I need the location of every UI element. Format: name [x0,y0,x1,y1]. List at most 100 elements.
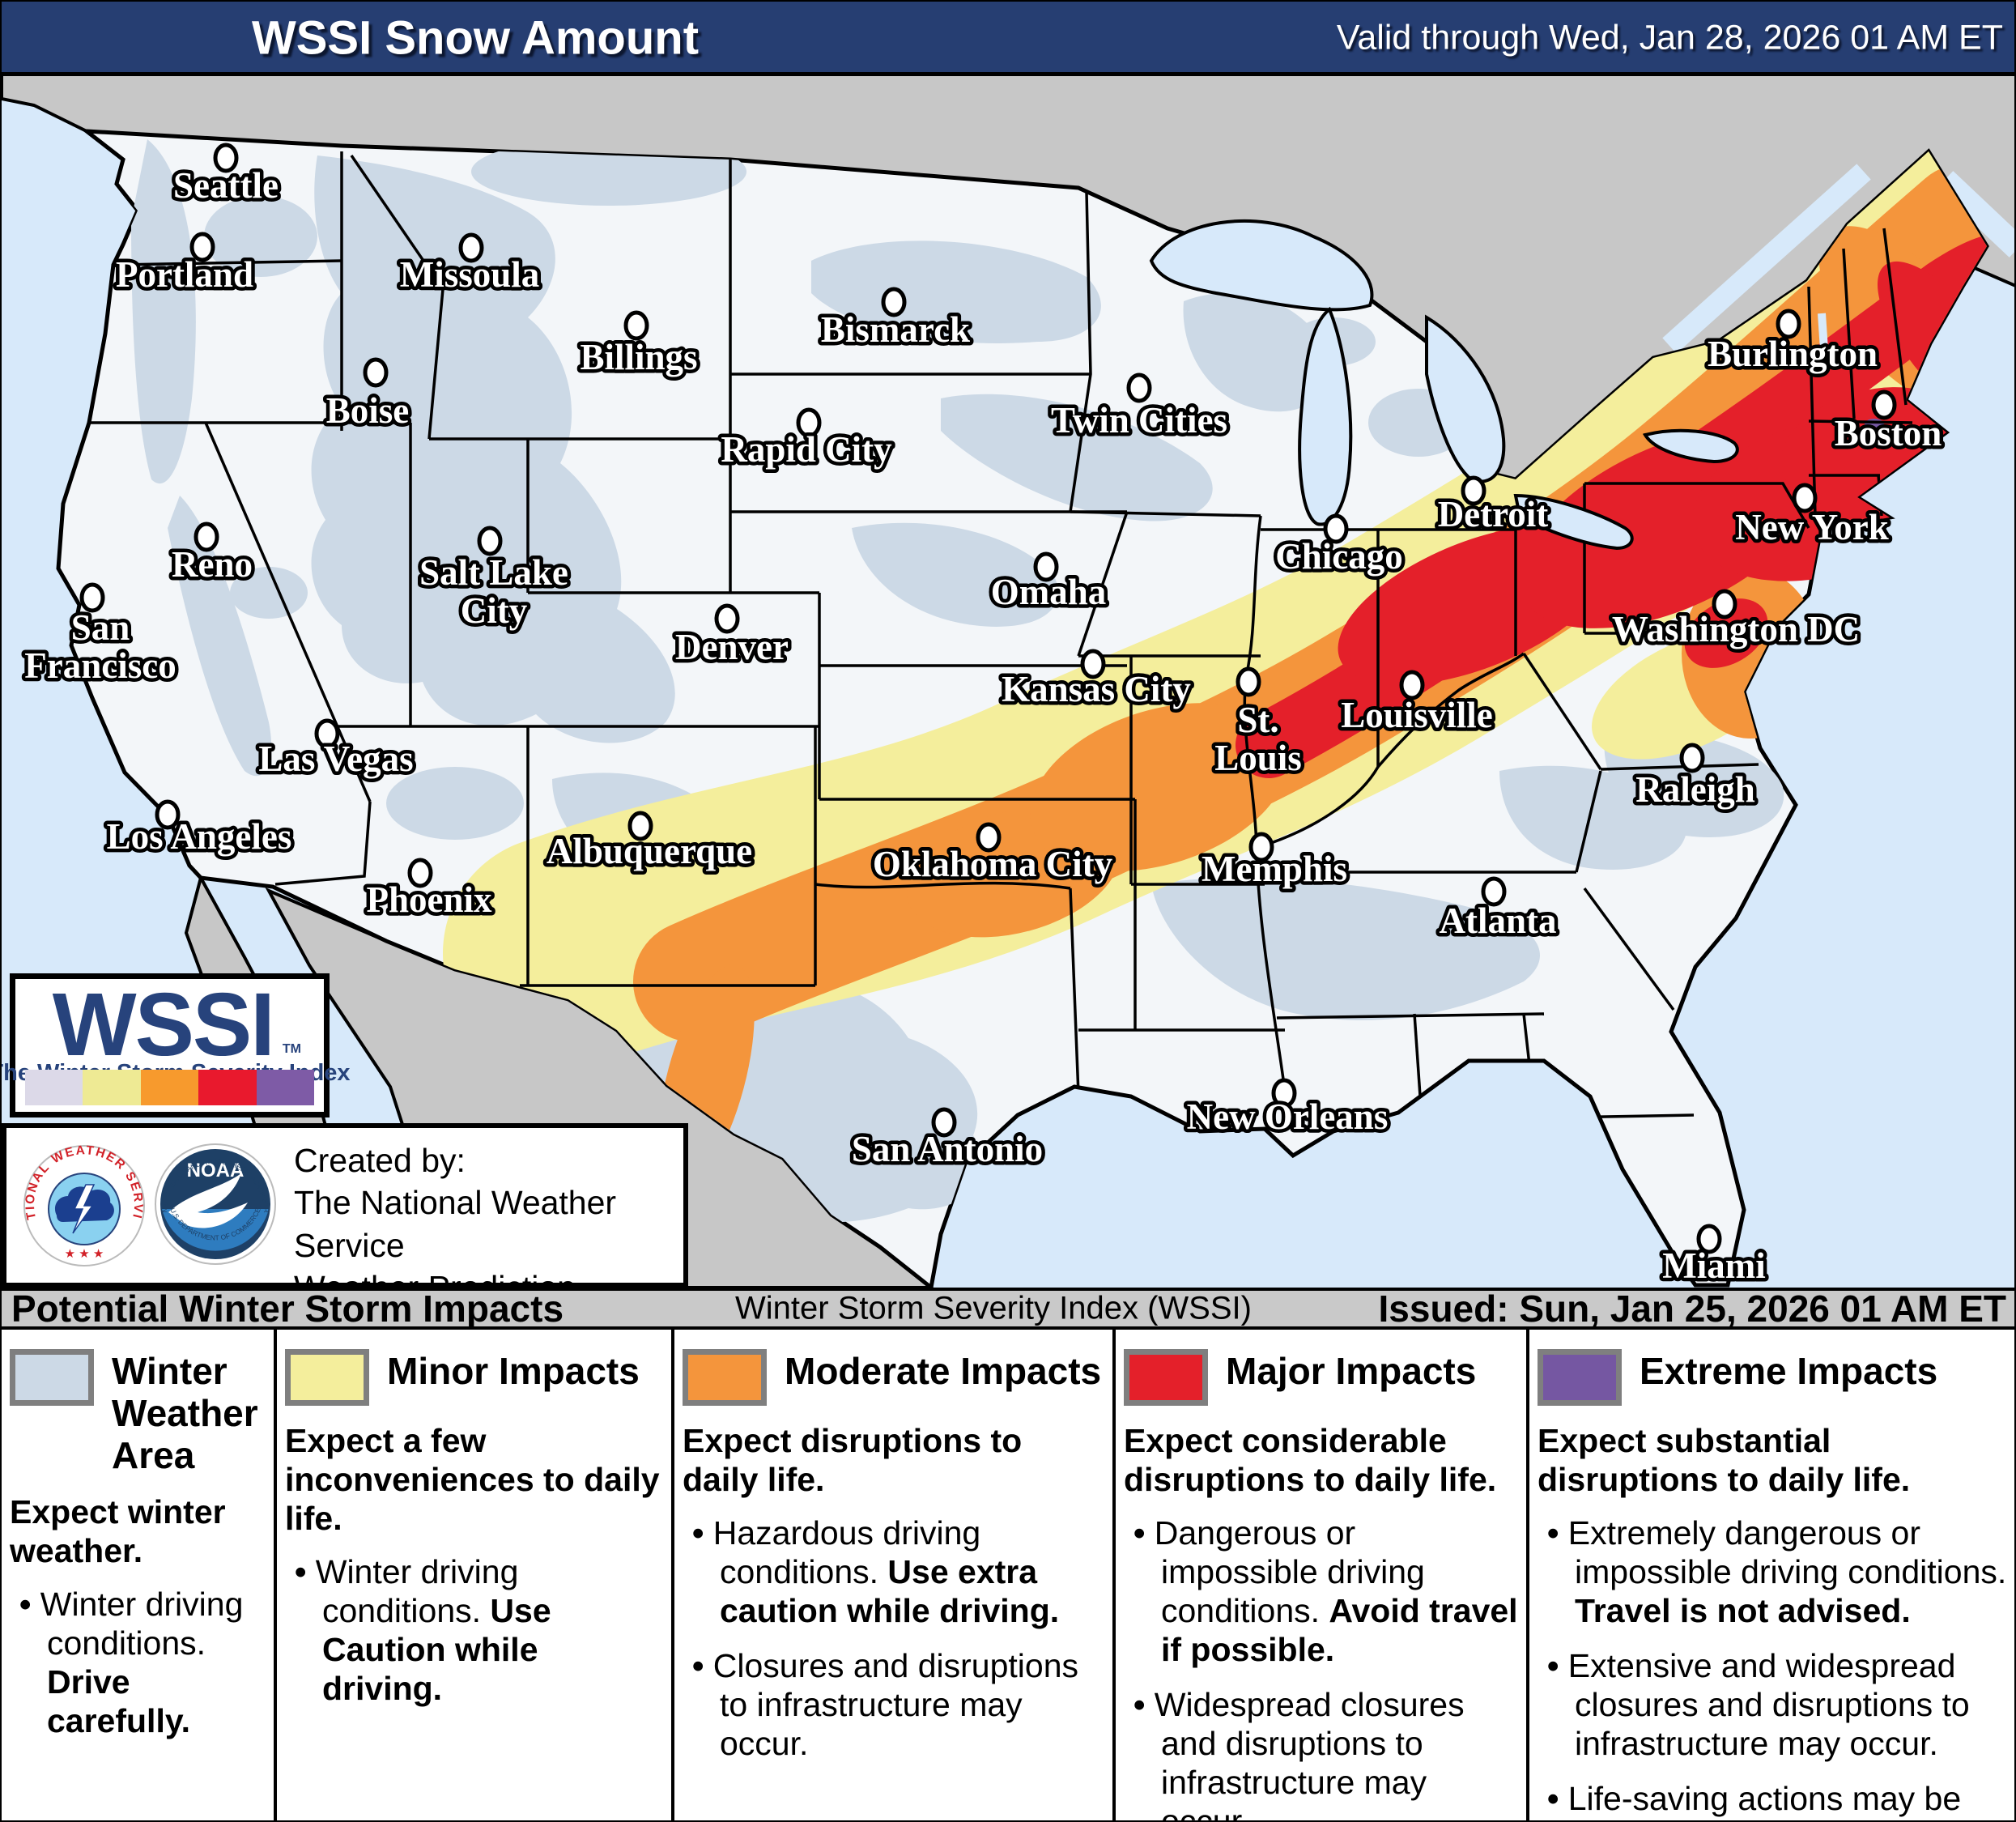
city-marker-phoenix: Phoenix [363,858,496,924]
city-dot-seattle [213,143,239,173]
city-marker-new-york: New York [1732,483,1892,551]
valid-through-text: Valid through Wed, Jan 28, 2026 01 AM ET [1336,18,2003,57]
city-dot-detroit [1461,475,1486,506]
legend-column-winter: Winter Weather Area Expect winter weather… [2,1330,274,1820]
city-label-seattle: Seattle [173,165,279,206]
city-label-st-louis-2: Louis [1214,738,1302,778]
city-dot-raleigh [1679,743,1705,773]
city-marker-rapid-city: Rapid City [717,407,896,474]
city-dot-st-louis [1236,666,1261,697]
city-dot-missoula [458,232,484,263]
legend-title-minor: Minor Impacts [387,1350,640,1392]
legend-intro-winter: Expect winter weather. [10,1492,226,1569]
city-marker-las-vegas: Las Vegas [255,718,417,783]
lake-champlain [1818,313,1829,363]
city-dot-portland [189,232,215,262]
legend-column-minor: Minor Impacts Expect a few inconveniences… [274,1330,671,1820]
city-dot-boston [1871,390,1897,420]
city-dot-denver [714,603,740,634]
city-dot-washington-dc [1712,589,1737,619]
city-dot-twin-cities [1126,372,1152,403]
city-marker-st-louis: St.Louis [1211,666,1305,782]
legend-column-extreme: Extreme Impacts Expect substantial disrup… [1526,1330,2014,1820]
credit-line-1: Created by: [294,1142,466,1179]
city-label-kansas-city: Kansas City [1002,669,1191,709]
wssi-color-scale [25,1070,315,1105]
legend-bullet-moderate-1: Hazardous driving conditions. Use extra … [683,1514,1104,1631]
city-dot-burlington [1776,309,1801,339]
city-dot-las-vegas [314,718,340,749]
city-label-reno: Reno [172,544,253,585]
legend-bullet-major-2: Widespread closures and disruptions to i… [1124,1686,1518,1820]
great-lakes [1149,219,1739,551]
city-dot-new-york [1792,483,1818,513]
header-bar: WSSI Snow Amount Valid through Wed, Jan … [2,2,2014,74]
city-label-new-orleans: New Orleans [1187,1096,1389,1137]
city-label-boise: Boise [326,390,410,431]
major-impact-band [1236,234,1987,778]
city-label-san-antonio: San Antonio [852,1129,1043,1169]
city-dot-reno [194,521,219,552]
city-dot-albuquerque [627,811,653,841]
city-marker-oklahoma-city: Oklahoma City [869,822,1116,888]
city-marker-san-antonio: San Antonio [848,1107,1047,1173]
city-dot-billings [623,310,649,341]
city-label-omaha: Omaha [991,572,1107,612]
wssi-scale-segment-4 [198,1070,257,1105]
state-borders [79,151,1913,1132]
city-dot-san-antonio [931,1107,957,1138]
city-label-detroit: Detroit [1438,494,1549,534]
legend-swatch-minor [285,1349,369,1406]
wssi-scale-segment-2 [83,1070,141,1105]
city-marker-louisville: Louisville [1338,670,1496,739]
city-label-washington-dc: Washington DC [1612,609,1860,649]
city-label-los-angeles: Los Angeles [107,816,292,857]
legend-bullet-minor-1: Winter driving conditions. Use Caution w… [285,1553,663,1709]
legend-swatch-winter [10,1349,94,1406]
city-label-denver: Denver [675,627,789,667]
city-marker-detroit: Detroit [1434,475,1552,539]
legend-column-moderate: Moderate Impacts Expect disruptions to da… [671,1330,1112,1820]
info-bar: Potential Winter Storm Impacts Winter St… [2,1288,2014,1330]
city-dot-louisville [1399,670,1425,700]
city-marker-billings: Billings [576,310,701,381]
city-label-rapid-city: Rapid City [721,429,892,470]
city-dot-omaha [1033,551,1059,582]
legend-swatch-major [1124,1349,1208,1406]
city-dot-new-orleans [1271,1078,1297,1109]
info-bar-title: Potential Winter Storm Impacts [11,1288,564,1330]
city-label-san-francisco-2: Francisco [24,645,176,686]
legend-intro-minor: Expect a few inconveniences to daily lif… [285,1422,660,1537]
city-dot-kansas-city [1080,649,1106,679]
city-marker-burlington: Burlington [1703,309,1882,378]
city-label-miami: Miami [1662,1245,1765,1286]
legend-bullets-minor: Winter driving conditions. Use Caution w… [285,1553,663,1709]
city-dot-atlanta [1481,876,1507,907]
city-dot-phoenix [407,858,433,888]
legend-swatch-moderate [683,1349,767,1406]
page-title: WSSI Snow Amount [251,11,700,65]
wssi-scale-segment-3 [140,1070,199,1105]
city-marker-boise: Boise [322,357,413,435]
legend-title-winter: Winter Weather Area [112,1350,258,1476]
nws-stars: ★ ★ ★ [65,1247,104,1261]
city-label-billings: Billings [580,337,697,377]
city-dot-oklahoma-city [976,822,1002,853]
city-marker-miami: Miami [1659,1224,1769,1290]
city-marker-new-orleans: New Orleans [1183,1078,1392,1141]
map-area: Seattle Portland Missoula Billings Bismarck B… [2,73,2014,1292]
noaa-logo-icon: NOAA NATIONAL OCEANIC AND ATMOSPHERIC AD… [18,1134,276,1265]
severity-layers [79,131,1987,1223]
wssi-scale-segment-5 [256,1070,315,1105]
city-dot-salt-lake-city [477,526,503,556]
legend-bullet-extreme-1: Extremely dangerous or impossible drivin… [1538,1514,2010,1631]
legend-column-major: Major Impacts Expect considerable disrupt… [1112,1330,1526,1820]
us-weather-map: Seattle Portland Missoula Billings Bismarck B… [2,73,2014,1292]
legend-bullet-extreme-3: Life-saving actions may be needed. [1538,1780,2010,1820]
city-label-san-francisco-1: San [71,607,130,648]
city-dot-memphis [1248,832,1274,862]
legend-intro-major: Expect considerable disruptions to daily… [1124,1422,1497,1498]
